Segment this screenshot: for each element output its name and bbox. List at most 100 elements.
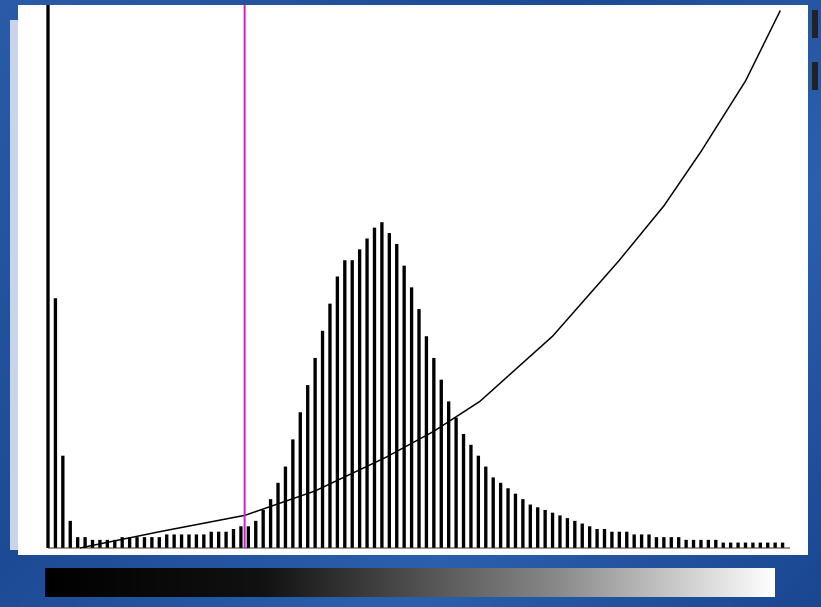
histogram-bar [602, 528, 607, 548]
histogram-bar [380, 222, 384, 548]
histogram-bar [105, 539, 110, 548]
histogram-bar [372, 227, 377, 548]
histogram-bar [669, 537, 673, 548]
histogram-bar [313, 357, 317, 548]
histogram-bar [291, 439, 295, 548]
histogram-bar [699, 539, 703, 548]
histogram-bar [743, 542, 748, 548]
histogram-bar [758, 542, 762, 548]
histogram-bar [135, 537, 139, 548]
histogram-bar [276, 482, 280, 548]
histogram-bar [751, 542, 755, 548]
histogram-bar [424, 336, 429, 548]
histogram-bar [254, 520, 258, 548]
histogram-bar [335, 276, 340, 548]
histogram-bar [61, 455, 65, 548]
histogram-bar [677, 537, 681, 548]
histogram-bar [580, 523, 584, 548]
histogram-bar [142, 537, 147, 548]
histogram-bar [484, 466, 488, 548]
histogram-bar [595, 528, 599, 548]
histogram-bar [587, 526, 592, 548]
histogram-bar [261, 509, 265, 548]
histogram-bar [498, 482, 503, 548]
histogram-bar [617, 531, 622, 548]
histogram-bar [239, 526, 243, 548]
histogram-bar [662, 537, 666, 548]
histogram-bar [491, 477, 495, 548]
histogram-bar [521, 499, 525, 548]
histogram-bar [432, 357, 436, 548]
histogram-bar [194, 534, 199, 548]
histogram-bar [558, 515, 562, 548]
histogram-bar [357, 249, 362, 548]
histogram-bar [691, 539, 696, 548]
histogram-bar [395, 243, 399, 549]
histogram-bar [543, 509, 547, 548]
histogram-bar [625, 531, 629, 548]
histogram-bar [417, 309, 421, 548]
histogram-bar [328, 303, 332, 548]
histogram-bar [306, 385, 310, 548]
histogram-bar [721, 542, 725, 548]
histogram-bar [283, 466, 288, 548]
histogram-bar [216, 531, 221, 548]
histogram-bar [639, 534, 644, 548]
histogram-bar [209, 531, 213, 548]
histogram-bar [728, 542, 733, 548]
histogram-bar [268, 499, 273, 548]
histogram-bar [157, 537, 161, 548]
histogram-bar [506, 488, 510, 548]
histogram-bar [439, 379, 443, 548]
plot [46, 5, 790, 549]
histogram-bar [90, 539, 95, 548]
histogram-bar [53, 298, 58, 548]
histogram-bar [714, 539, 718, 548]
histogram-bar [573, 520, 577, 548]
histogram-bar [536, 507, 540, 548]
histogram-bar [402, 265, 406, 548]
histogram-bar [68, 520, 72, 548]
histogram-bar [528, 504, 532, 548]
histogram-bar [350, 260, 354, 548]
histogram-bar [773, 542, 777, 548]
histogram-bar [113, 539, 117, 548]
histogram-bar [706, 539, 711, 548]
histogram-bar [150, 537, 154, 548]
histogram-bar [780, 542, 785, 548]
histogram-bar [365, 238, 369, 549]
histogram-bar [224, 531, 228, 548]
histogram-bar [46, 5, 50, 548]
side-handle [812, 62, 818, 90]
side-handle [812, 10, 818, 38]
histogram-bar [76, 537, 80, 548]
histogram-bar [298, 412, 302, 548]
histogram-bar [179, 534, 184, 548]
histogram-bar [684, 539, 688, 548]
histogram-bar [165, 534, 169, 548]
histogram-bar [387, 233, 391, 548]
panel-edge [10, 20, 18, 550]
histogram-bar [409, 287, 414, 548]
histogram-bar [476, 455, 481, 548]
histogram-bar [343, 260, 347, 548]
histogram-bar [320, 330, 325, 548]
histogram-bar [447, 401, 451, 548]
histogram-bar [120, 537, 124, 548]
gray-ramp [45, 568, 775, 597]
histogram-bar [127, 537, 132, 548]
histogram-bar [632, 534, 636, 548]
histogram-bar [187, 534, 191, 548]
histogram-bar [766, 542, 770, 548]
histogram-bar [647, 534, 651, 548]
histogram-bar [736, 542, 740, 548]
histogram-bar [454, 417, 458, 548]
histogram-bar [513, 493, 518, 548]
histogram-bar [461, 433, 466, 548]
histogram-bar [550, 512, 555, 548]
histogram-bar [246, 526, 251, 548]
histogram-bar [231, 528, 236, 548]
histogram-bar [202, 534, 206, 548]
